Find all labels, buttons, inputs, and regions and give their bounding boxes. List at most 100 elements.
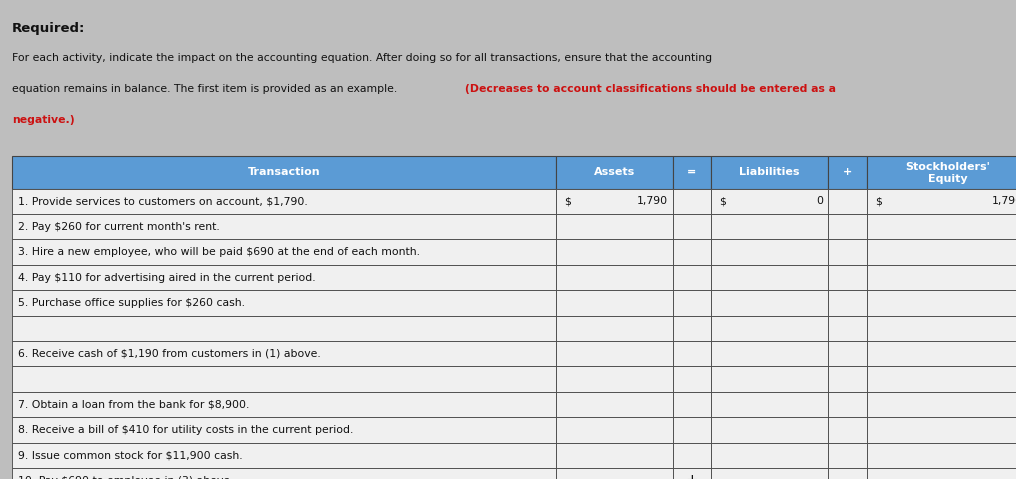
Bar [673,290,711,316]
Bar [867,214,1016,240]
Bar [12,417,556,443]
Bar [673,443,711,468]
Bar [828,468,867,479]
Text: =: = [687,167,697,177]
Bar [556,290,673,316]
Bar [867,240,1016,265]
Text: 9. Issue common stock for $11,900 cash.: 9. Issue common stock for $11,900 cash. [18,450,243,460]
Bar [673,189,711,214]
Bar [867,417,1016,443]
Bar [556,417,673,443]
Bar [12,341,556,366]
Bar [867,290,1016,316]
Text: +: + [686,473,698,479]
Bar [828,417,867,443]
Bar [12,240,556,265]
Bar [867,392,1016,417]
Bar [828,290,867,316]
Bar [828,443,867,468]
Bar [711,290,828,316]
Bar [711,417,828,443]
Bar [711,341,828,366]
Bar [711,468,828,479]
Text: Stockholders': Stockholders' [905,162,990,172]
Bar [711,156,828,189]
Text: 1. Provide services to customers on account, $1,790.: 1. Provide services to customers on acco… [18,196,308,206]
Bar [867,443,1016,468]
Text: Transaction: Transaction [248,167,320,177]
Bar [711,265,828,290]
Bar [867,316,1016,341]
Bar [828,240,867,265]
Bar [673,417,711,443]
Text: Liabilities: Liabilities [740,167,800,177]
Text: 7. Obtain a loan from the bank for $8,900.: 7. Obtain a loan from the bank for $8,90… [18,399,250,410]
Bar [867,156,1016,189]
Text: Equity: Equity [928,174,967,184]
Bar [556,341,673,366]
Text: 2. Pay $260 for current month's rent.: 2. Pay $260 for current month's rent. [18,222,220,232]
Bar [867,366,1016,392]
Bar [828,189,867,214]
Bar [673,341,711,366]
Bar [867,341,1016,366]
Bar [673,156,711,189]
Bar [711,240,828,265]
Text: $: $ [564,196,571,206]
Bar [828,366,867,392]
Text: 8. Receive a bill of $410 for utility costs in the current period.: 8. Receive a bill of $410 for utility co… [18,425,354,435]
Bar [711,443,828,468]
Text: negative.): negative.) [12,115,75,125]
Bar [828,316,867,341]
Bar [556,265,673,290]
Text: (Decreases to account classifications should be entered as a: (Decreases to account classifications sh… [465,84,836,94]
Text: For each activity, indicate the impact on the accounting equation. After doing s: For each activity, indicate the impact o… [12,53,712,63]
Bar [12,214,556,240]
Bar [12,265,556,290]
Bar [556,366,673,392]
Bar [556,156,673,189]
Text: 1,790: 1,790 [636,196,668,206]
Bar [12,290,556,316]
Text: $: $ [719,196,726,206]
Text: equation remains in balance. The first item is provided as an example.: equation remains in balance. The first i… [12,84,401,94]
Bar [12,392,556,417]
Bar [556,240,673,265]
Bar [711,214,828,240]
Text: Required:: Required: [12,22,85,34]
Text: 6. Receive cash of $1,190 from customers in (1) above.: 6. Receive cash of $1,190 from customers… [18,349,321,359]
Text: Assets: Assets [593,167,635,177]
Bar [12,316,556,341]
Bar [828,392,867,417]
Bar [711,392,828,417]
Text: 5. Purchase office supplies for $260 cash.: 5. Purchase office supplies for $260 cas… [18,298,245,308]
Bar [12,366,556,392]
Bar [556,189,673,214]
Bar [12,443,556,468]
Bar [12,189,556,214]
Bar [673,366,711,392]
Bar [828,214,867,240]
Bar [711,189,828,214]
Bar [673,214,711,240]
Bar [673,392,711,417]
Bar [828,341,867,366]
Text: +: + [842,167,852,177]
Text: 0: 0 [816,196,823,206]
Text: 4. Pay $110 for advertising aired in the current period.: 4. Pay $110 for advertising aired in the… [18,273,316,283]
Bar [867,189,1016,214]
Bar [828,156,867,189]
Bar [867,265,1016,290]
Bar [711,366,828,392]
Bar [12,468,556,479]
Text: 10. Pay $690 to employee in (3) above.: 10. Pay $690 to employee in (3) above. [18,476,234,479]
Bar [556,443,673,468]
Bar [711,316,828,341]
Text: 1,790: 1,790 [992,196,1016,206]
Bar [828,265,867,290]
Bar [556,316,673,341]
Text: $: $ [875,196,882,206]
Bar [867,468,1016,479]
Bar [673,316,711,341]
Bar [673,468,711,479]
